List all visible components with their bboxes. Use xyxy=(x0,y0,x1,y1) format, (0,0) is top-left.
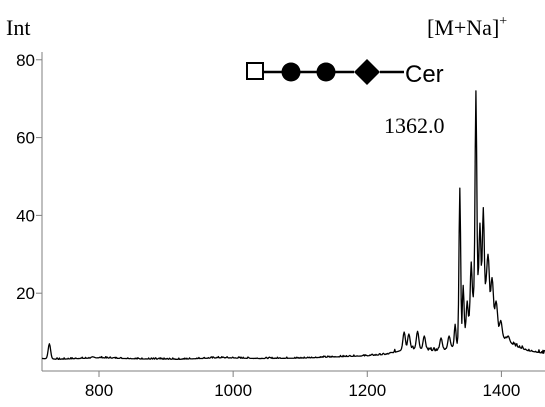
ion-label: [M+Na]+ xyxy=(427,14,507,40)
x-tick-label-800: 800 xyxy=(85,381,113,400)
glycan-structure: Cer xyxy=(246,59,444,88)
spectrum-trace xyxy=(41,90,545,360)
filled-circle-symbol-2 xyxy=(316,62,336,82)
y-tick-label-40: 40 xyxy=(16,206,35,225)
open-square-symbol xyxy=(246,62,264,80)
ion-label-main: [M+Na] xyxy=(427,15,499,40)
filled-circle-symbol-1 xyxy=(281,62,301,82)
ceramide-label: Cer xyxy=(405,61,444,88)
y-tick-label-60: 60 xyxy=(16,129,35,148)
x-axis-ticks: 800 1000 1200 1400 xyxy=(85,371,520,400)
x-tick-label-1400: 1400 xyxy=(482,381,520,400)
ion-label-charge: + xyxy=(499,14,507,29)
y-axis-title: Int xyxy=(6,15,30,40)
y-tick-label-20: 20 xyxy=(16,284,35,303)
filled-diamond-symbol xyxy=(354,59,380,85)
x-tick-label-1200: 1200 xyxy=(348,381,386,400)
y-tick-label-80: 80 xyxy=(16,51,35,70)
peak-label: 1362.0 xyxy=(384,113,445,138)
x-tick-label-1000: 1000 xyxy=(214,381,252,400)
y-axis-ticks: 20 40 60 80 xyxy=(16,51,42,303)
